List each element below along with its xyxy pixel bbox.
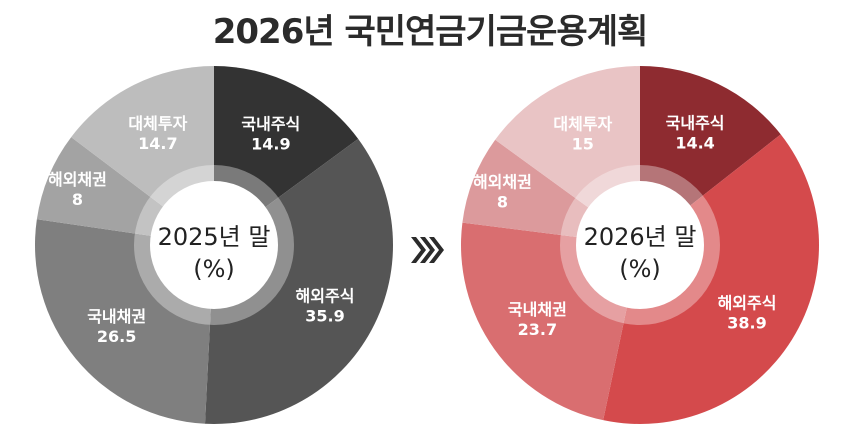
slice-value-label: 35.9: [305, 307, 344, 326]
slice-value-label: 15: [572, 135, 594, 154]
slice-category-label: 해외채권: [473, 173, 532, 192]
slice-value-label: 14.9: [251, 135, 290, 154]
slice-category-label: 대체투자: [128, 114, 187, 133]
pie-slice: [603, 134, 819, 424]
pie-slice: [205, 138, 393, 425]
center-year-label: 2026년 말: [584, 223, 697, 251]
slice-value-label: 38.9: [727, 314, 766, 333]
slice-category-label: 국내채권: [508, 300, 567, 319]
slice-value-label: 8: [72, 190, 83, 209]
chart-title: 2026년 국민연금기금운용계획: [212, 12, 649, 52]
slice-value-label: 23.7: [518, 320, 557, 339]
slice-category-label: 대체투자: [553, 115, 612, 134]
slice-category-label: 해외주식: [296, 287, 355, 306]
center-year-label: 2025년 말: [158, 223, 271, 251]
triple-chevron-right-icon: [411, 237, 444, 263]
slice-value-label: 8: [497, 193, 508, 212]
slice-category-label: 국내주식: [666, 114, 725, 133]
center-unit-label: (%): [193, 255, 235, 283]
slice-category-label: 국내채권: [87, 307, 146, 326]
center-unit-label: (%): [619, 255, 661, 283]
slice-value-label: 26.5: [97, 327, 136, 346]
slice-category-label: 국내주식: [241, 115, 300, 134]
slice-category-label: 해외채권: [48, 170, 107, 189]
slice-value-label: 14.4: [675, 134, 714, 153]
slice-value-label: 14.7: [138, 134, 177, 153]
donut-hole: [150, 181, 278, 309]
donut-hole: [576, 181, 704, 309]
slice-category-label: 해외주식: [718, 294, 777, 313]
